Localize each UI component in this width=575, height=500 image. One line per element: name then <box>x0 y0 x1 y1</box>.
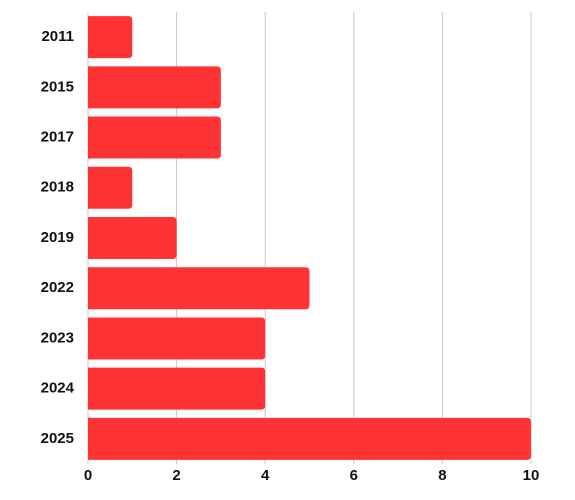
bar <box>88 317 266 360</box>
y-tick-label: 2019 <box>41 229 74 246</box>
bar <box>88 166 133 209</box>
bar <box>88 367 266 410</box>
y-tick-label: 2024 <box>41 380 75 397</box>
x-tick-label: 6 <box>350 467 358 484</box>
y-tick-label: 2018 <box>41 179 74 196</box>
x-tick-label: 10 <box>523 467 540 484</box>
y-tick-label: 2017 <box>41 129 74 146</box>
y-tick-label: 2023 <box>41 329 74 346</box>
x-tick-label: 4 <box>261 467 270 484</box>
x-tick-label: 8 <box>438 467 446 484</box>
bar <box>88 116 221 159</box>
y-tick-label: 2025 <box>41 430 74 447</box>
bar <box>88 417 531 460</box>
y-tick-label: 2015 <box>41 78 74 95</box>
x-tick-label: 0 <box>84 467 92 484</box>
bar <box>88 66 221 109</box>
x-tick-label: 2 <box>172 467 180 484</box>
bar <box>88 16 133 59</box>
y-tick-label: 2022 <box>41 279 74 296</box>
bar <box>88 267 310 310</box>
bar <box>88 217 177 259</box>
y-tick-label: 2011 <box>41 28 74 45</box>
